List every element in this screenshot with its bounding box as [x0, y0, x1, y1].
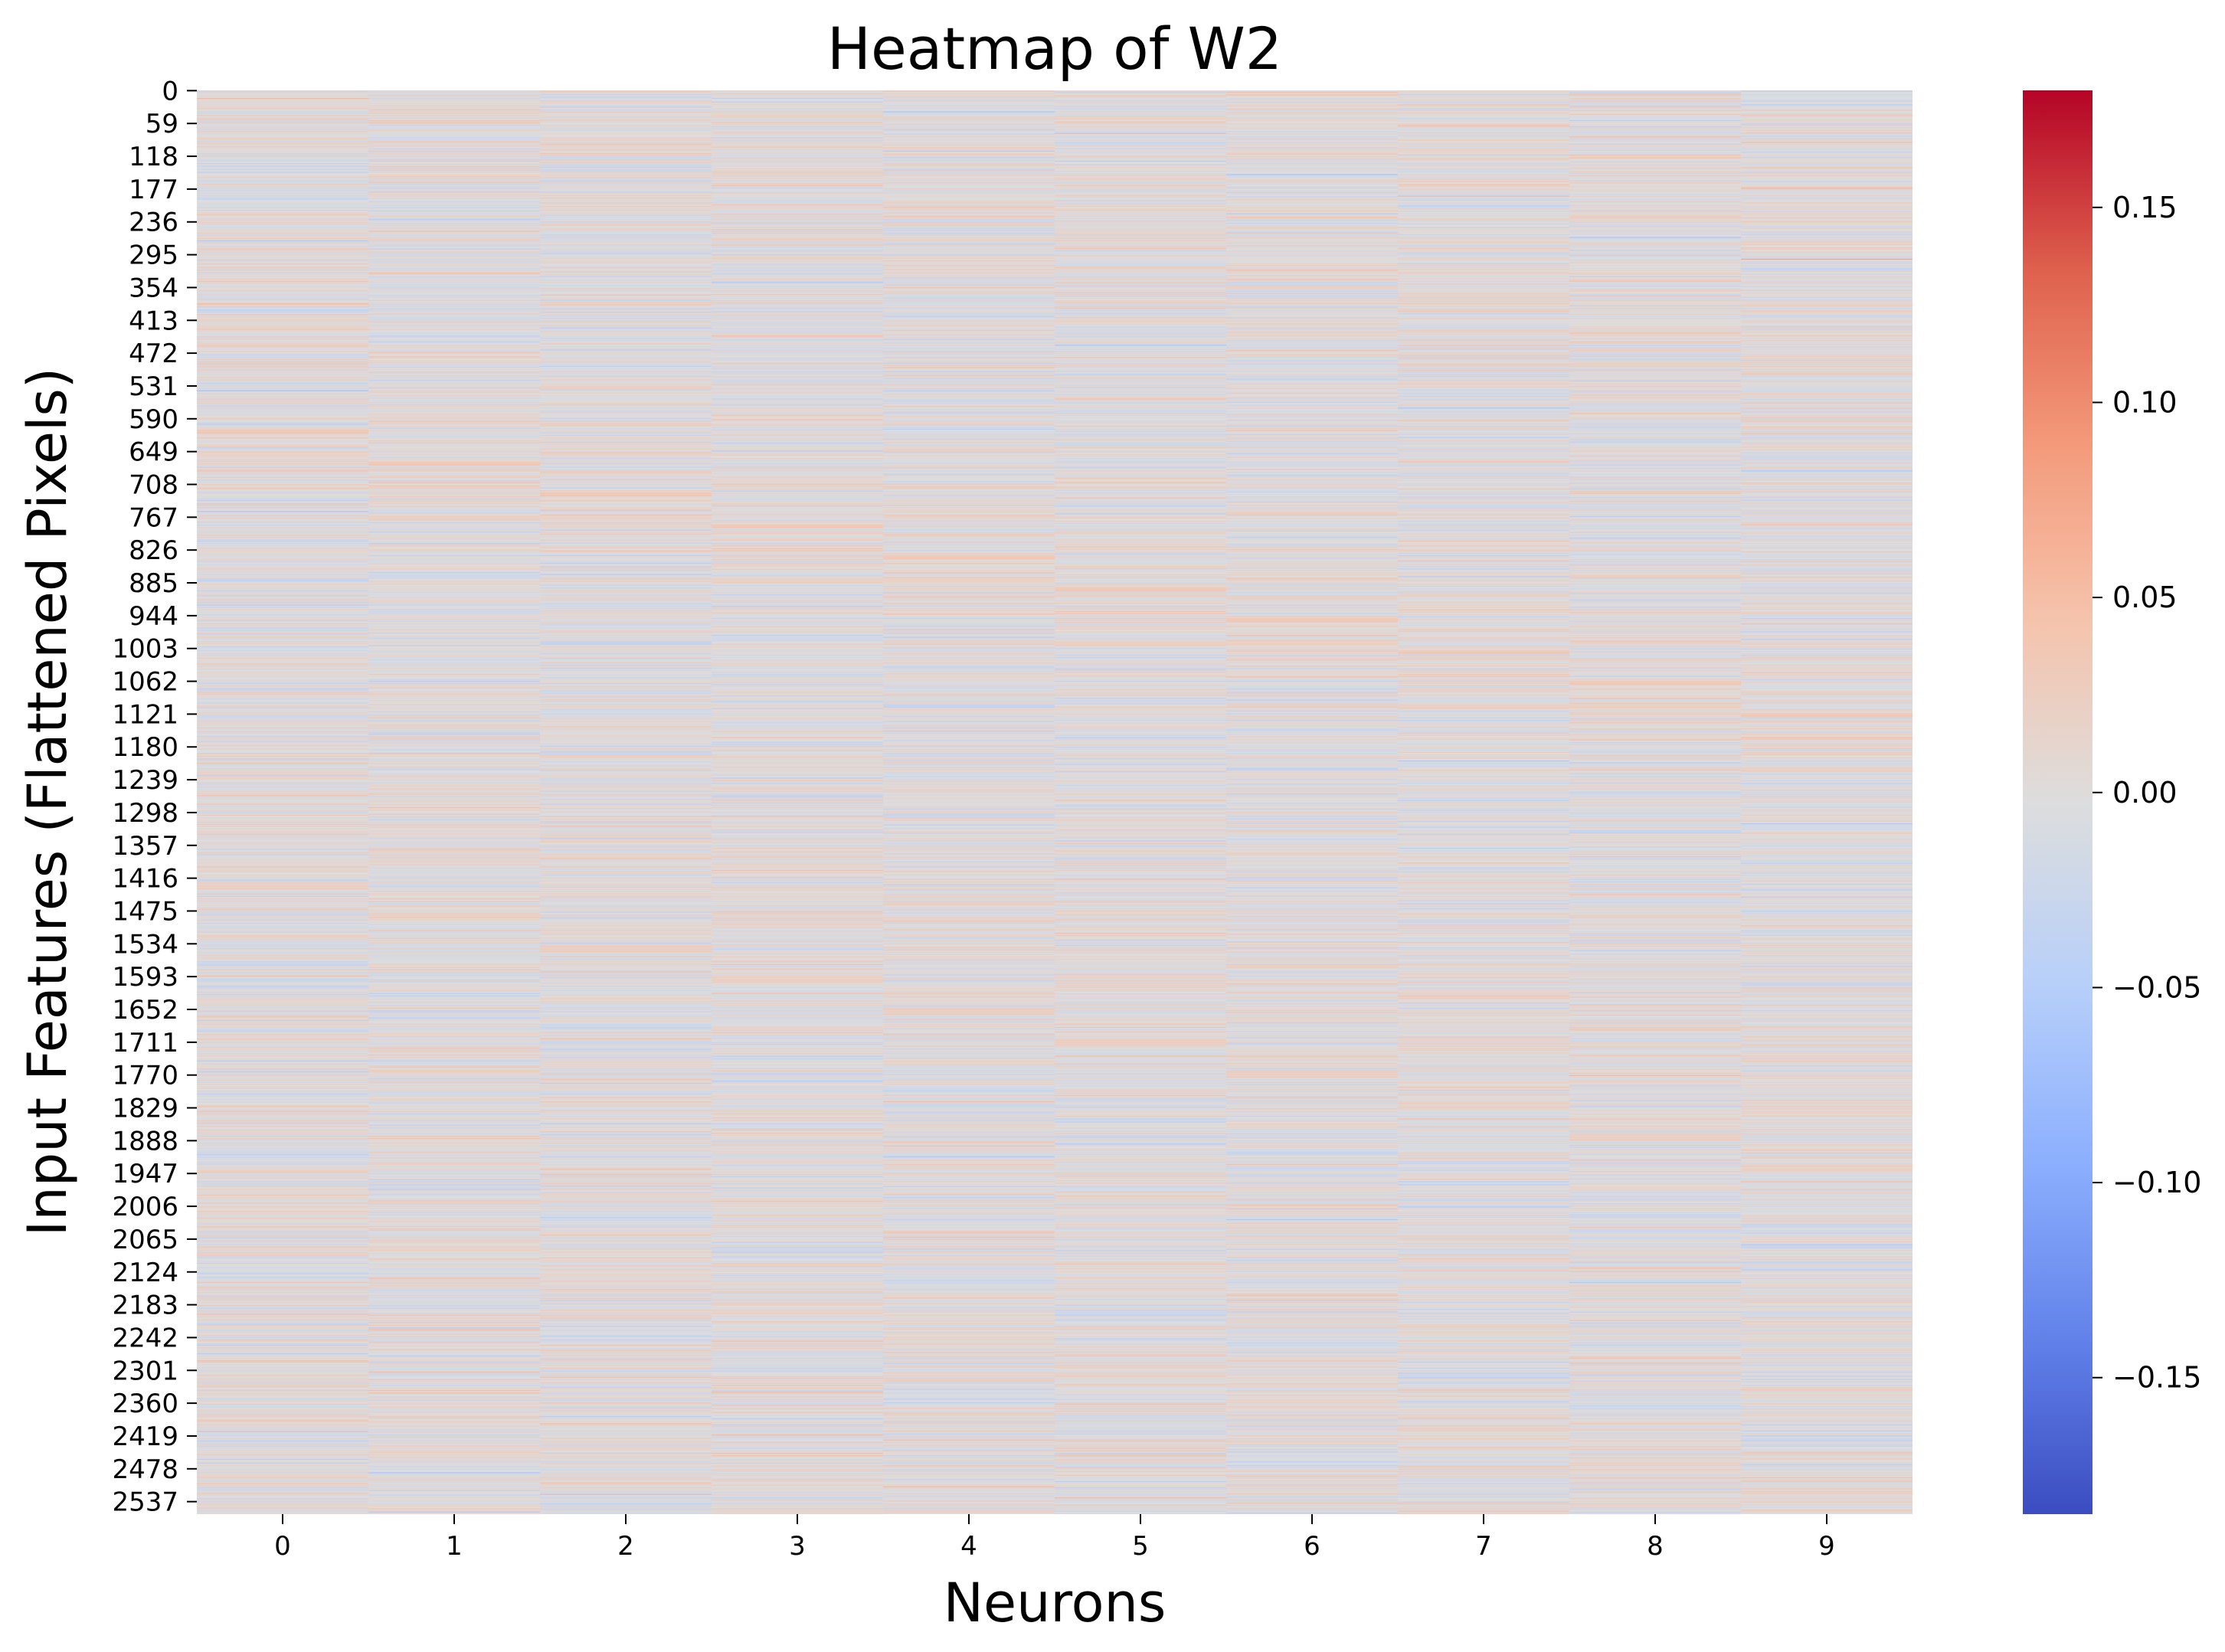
y-tick-label: 2065	[112, 1225, 178, 1255]
y-tick-label: 1652	[112, 995, 178, 1026]
x-tick-label: 2	[617, 1531, 634, 1562]
y-tick-label: 1003	[112, 634, 178, 665]
y-tick-label: 2124	[112, 1258, 178, 1288]
y-tick-label: 1947	[112, 1159, 178, 1189]
y-tick-label: 2478	[112, 1454, 178, 1485]
y-tick-label: 1770	[112, 1061, 178, 1091]
colorbar-tick-label: −0.05	[2112, 970, 2201, 1004]
colorbar: −0.15 −0.10 −0.05 0.00 0.05 0.10 0.15	[2023, 90, 2201, 1514]
y-tick-label: 1534	[112, 929, 178, 960]
y-tick-label: 1062	[112, 667, 178, 698]
colorbar-gradient	[2023, 90, 2092, 1514]
y-tick-label: 236	[129, 208, 178, 238]
y-tick-label: 1829	[112, 1094, 178, 1124]
y-tick-label: 2242	[112, 1323, 178, 1353]
y-tick-label: 1298	[112, 798, 178, 829]
y-tick-label: 2537	[112, 1487, 178, 1518]
x-axis-label: Neurons	[944, 1572, 1166, 1634]
y-tick-label: 177	[129, 175, 178, 205]
y-tick-label: 531	[129, 371, 178, 402]
colorbar-tick-label: 0.10	[2112, 385, 2178, 419]
y-tick-label: 767	[129, 502, 178, 533]
y-tick-label: 1593	[112, 962, 178, 993]
chart-title: Heatmap of W2	[827, 15, 1282, 83]
y-tick-label: 1475	[112, 896, 178, 927]
y-tick-label: 708	[129, 469, 178, 500]
x-tick-label: 7	[1475, 1531, 1492, 1562]
heatmap-area	[197, 90, 1913, 1514]
colorbar-tick-label: −0.15	[2112, 1361, 2201, 1395]
y-tick-label: 0	[162, 76, 178, 106]
y-tick-label: 649	[129, 437, 178, 468]
y-tick-label: 1416	[112, 864, 178, 895]
y-tick-label: 1711	[112, 1028, 178, 1058]
y-tick-label: 1239	[112, 765, 178, 796]
x-axis-ticks: 0 1 2 3 4 5 6 7 8 9	[274, 1514, 1835, 1562]
y-tick-label: 2183	[112, 1291, 178, 1321]
y-tick-label: 1121	[112, 699, 178, 730]
x-tick-label: 5	[1132, 1531, 1149, 1562]
y-tick-label: 1357	[112, 831, 178, 862]
y-tick-label: 59	[146, 109, 178, 139]
heatmap-cells	[197, 90, 1913, 1514]
y-axis-ticks: 0591181772362953544134725315906497087678…	[112, 76, 197, 1518]
y-tick-label: 590	[129, 404, 178, 435]
x-tick-label: 1	[446, 1531, 463, 1562]
y-tick-label: 354	[129, 273, 178, 303]
y-tick-label: 1888	[112, 1126, 178, 1156]
y-tick-label: 2006	[112, 1192, 178, 1222]
y-tick-label: 2301	[112, 1356, 178, 1386]
y-axis-label: Input Features (Flattened Pixels)	[16, 368, 79, 1236]
y-tick-label: 944	[129, 601, 178, 632]
y-tick-label: 472	[129, 339, 178, 369]
y-tick-label: 2419	[112, 1421, 178, 1452]
y-tick-label: 885	[129, 568, 178, 599]
x-tick-label: 8	[1647, 1531, 1664, 1562]
y-tick-label: 1180	[112, 732, 178, 763]
y-tick-label: 2360	[112, 1389, 178, 1419]
x-tick-label: 0	[274, 1531, 291, 1562]
y-tick-label: 118	[129, 142, 178, 172]
colorbar-tick-label: 0.05	[2112, 581, 2178, 614]
y-tick-label: 295	[129, 240, 178, 271]
x-tick-label: 4	[960, 1531, 977, 1562]
x-tick-label: 9	[1818, 1531, 1835, 1562]
colorbar-tick-label: 0.00	[2112, 776, 2178, 810]
y-tick-label: 413	[129, 306, 178, 336]
y-tick-label: 826	[129, 535, 178, 566]
x-tick-label: 6	[1304, 1531, 1320, 1562]
colorbar-tick-label: 0.15	[2112, 191, 2178, 224]
colorbar-tick-label: −0.10	[2112, 1166, 2201, 1199]
x-tick-label: 3	[789, 1531, 806, 1562]
